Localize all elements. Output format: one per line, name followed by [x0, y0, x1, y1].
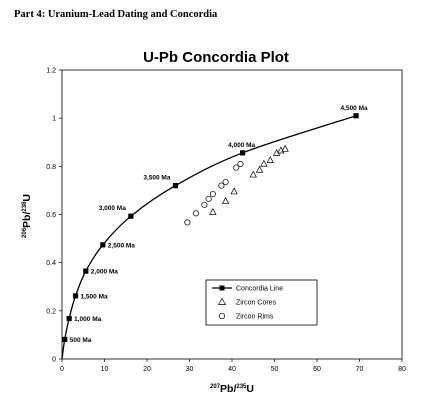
age-label: 3,000 Ma	[99, 205, 126, 212]
y-axis-label-mass2: 238	[22, 201, 28, 212]
zircon-core-point	[260, 159, 268, 167]
x-axis-label-mid: Pb/	[220, 383, 236, 395]
age-label: 500 Ma	[70, 337, 92, 344]
y-axis-label-mass1: 206	[22, 227, 28, 238]
x-tick-label: 0	[60, 366, 64, 373]
zircon-core-point	[281, 144, 289, 152]
age-label: 2,500 Ma	[108, 242, 135, 249]
y-ticks: 0 0.2 0.4 0.6 0.8 1 1.2	[46, 68, 62, 364]
y-tick-label: 0.8	[46, 164, 56, 171]
age-label: 4,500 Ma	[341, 105, 368, 112]
zircon-rim-point	[192, 210, 199, 217]
y-tick-label: 0	[52, 357, 56, 364]
zircon-core-point	[266, 156, 274, 163]
zircon-core-point	[249, 170, 257, 178]
x-tick-label: 20	[143, 366, 151, 373]
y-axis-label-mid: Pb/	[21, 212, 33, 228]
zircon-rim-point	[209, 190, 216, 198]
x-tick-label: 70	[356, 366, 364, 373]
x-axis-label-mass1: 207	[210, 384, 221, 390]
concordia-point	[353, 113, 359, 119]
age-label: 2,000 Ma	[91, 269, 118, 276]
concordia-curve	[61, 115, 357, 360]
y-tick-label: 1.2	[46, 68, 56, 75]
y-tick-label: 0.6	[46, 212, 56, 219]
x-tick-label: 80	[398, 366, 406, 373]
x-tick-label: 30	[186, 366, 194, 373]
x-tick-label: 50	[271, 366, 279, 373]
age-label: 3,500 Ma	[143, 175, 170, 182]
x-tick-label: 60	[313, 366, 321, 373]
zircon-rim-point	[222, 178, 229, 186]
zircon-rim-point	[218, 182, 225, 189]
data-marks: 500 Ma 1,000 Ma 1,500 Ma 2,000 Ma 2,500 Ma 3,…	[62, 105, 368, 344]
zircon-rim-point	[184, 219, 191, 226]
x-ticks: 0 10 20 30 40 50 60 70 80	[60, 359, 406, 373]
age-label: 4,000 Ma	[228, 142, 255, 149]
legend-concordia-marker	[219, 285, 225, 291]
zircon-core-point	[230, 187, 238, 195]
age-label: 1,500 Ma	[81, 293, 108, 300]
y-axis-label-end: U	[21, 194, 33, 202]
legend: Concordia Line Zircon Cores Zircon Rims	[205, 279, 318, 326]
legend-cores-label: Zircon Cores	[236, 300, 277, 307]
concordia-point	[72, 293, 79, 299]
concordia-point	[128, 213, 134, 219]
concordia-point	[62, 336, 68, 343]
concordia-point	[240, 150, 246, 156]
x-axis-label-end: U	[246, 383, 254, 395]
x-axis-label-mass2: 235	[236, 384, 247, 390]
zircon-core-point	[221, 197, 230, 204]
y-tick-label: 0.4	[46, 260, 56, 267]
concordia-point	[172, 183, 179, 189]
zircon-core-point	[255, 165, 264, 173]
legend-concordia-label: Concordia Line	[236, 286, 283, 293]
zircon-rim-point	[205, 195, 212, 202]
zircon-core-point	[209, 207, 217, 215]
legend-cores-marker	[217, 297, 227, 305]
zircon-rim-point	[237, 160, 244, 167]
legend-rims-marker	[218, 312, 226, 320]
concordia-point	[66, 315, 72, 322]
age-label: 1,000 Ma	[74, 316, 101, 323]
legend-rims-label: Zircon Rims	[236, 314, 274, 321]
x-axis-label: 207Pb/235U	[210, 383, 254, 395]
concordia-point	[83, 268, 89, 274]
concordia-point	[100, 242, 106, 248]
chart-title: U-Pb Concordia Plot	[143, 49, 289, 66]
x-tick-label: 10	[101, 366, 109, 373]
y-tick-label: 1	[52, 116, 56, 123]
y-tick-label: 0.2	[46, 308, 56, 315]
x-tick-label: 40	[228, 366, 236, 373]
section-heading: Part 4: Uranium-Lead Dating and Concordi…	[14, 9, 218, 20]
zircon-rim-point	[233, 164, 240, 171]
y-axis-label: 206Pb/238U	[21, 194, 33, 238]
zircon-rim-point	[201, 201, 208, 208]
